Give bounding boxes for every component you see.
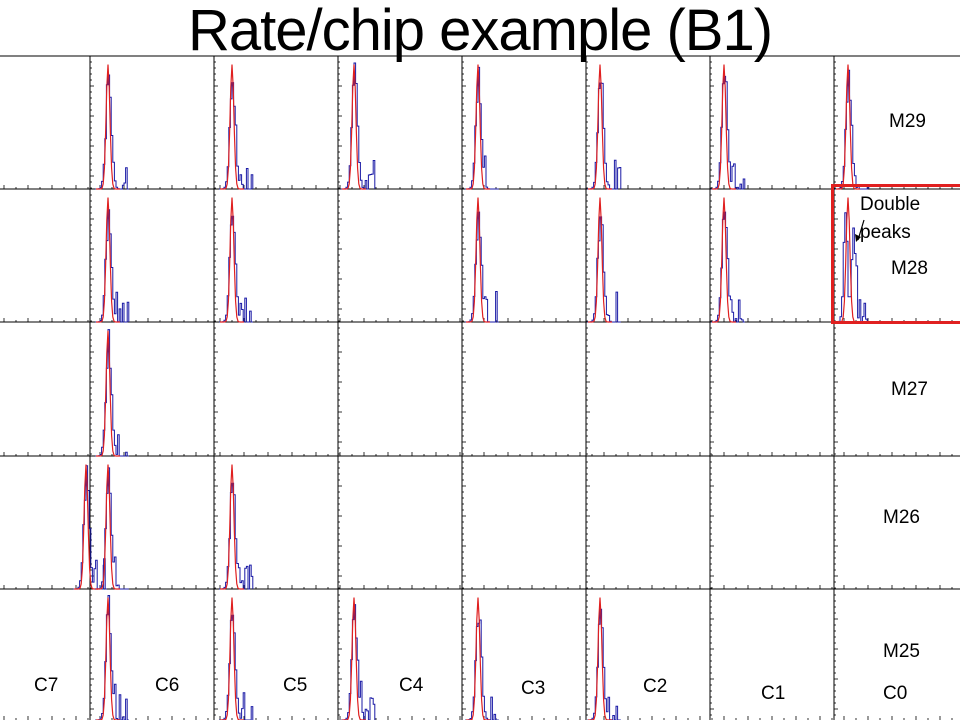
col-label-c1: C1 — [761, 683, 786, 704]
col-label-c6: C6 — [155, 675, 180, 696]
row-label-m26: M26 — [883, 507, 920, 528]
histogram-m29-c5 — [219, 82, 254, 190]
histogram-m28-c5 — [219, 215, 253, 323]
histogram-m28-c2 — [587, 216, 621, 323]
histogram-m29-c1 — [711, 75, 746, 190]
fit-curve-m26-c6 — [96, 464, 120, 590]
histogram-m25-c2 — [587, 608, 621, 720]
histogram-m25-c3 — [465, 619, 499, 720]
fit-curve-m28-c1 — [712, 197, 736, 323]
fit-curve-m26-c5 — [220, 464, 244, 590]
histogram-m25-c6 — [95, 595, 129, 720]
fit-curve-m25-c3 — [466, 597, 490, 720]
col-label-c0: C0 — [883, 683, 908, 704]
histogram-m29-c2 — [587, 82, 622, 190]
col-label-c5: C5 — [283, 675, 308, 696]
fit-curve-m28-c2 — [588, 197, 612, 323]
histogram-m25-c5 — [219, 614, 254, 720]
histogram-m29-c4 — [341, 62, 376, 190]
annotation-double: Double — [860, 194, 921, 215]
histogram-m28-c3 — [465, 211, 499, 323]
fit-curve-m29-c3 — [466, 64, 490, 190]
col-label-c4: C4 — [399, 675, 424, 696]
fit-curve-m29-c0 — [836, 64, 860, 190]
fit-curve-m28-c3 — [466, 197, 490, 323]
row-label-m25: M25 — [883, 641, 920, 662]
histogram-m28-c6 — [95, 209, 130, 323]
highlight-box — [831, 184, 960, 324]
histogram-m28-c0 — [835, 212, 869, 323]
fit-curve-m26-c7 — [74, 464, 98, 590]
fit-curve-m29-c5 — [220, 64, 244, 190]
fit-curve-m28-c6 — [96, 197, 120, 323]
col-label-c2: C2 — [643, 676, 668, 697]
row-label-m28: M28 — [891, 258, 928, 279]
annotation-peaks: peaks — [860, 222, 911, 243]
histogram-m28-c1 — [711, 211, 745, 323]
histogram-m29-c6 — [95, 74, 129, 190]
annotation-arrow-head — [855, 234, 861, 242]
fit-curve-m29-c2 — [588, 64, 612, 190]
fit-curve-m29-c4 — [342, 64, 366, 190]
row-label-m27: M27 — [891, 379, 928, 400]
fit-curve-m29-c6 — [96, 64, 120, 190]
fit-curve-m29-c1 — [712, 64, 736, 190]
col-label-c3: C3 — [521, 678, 546, 699]
fit-curve-m28-c5 — [220, 197, 244, 323]
histogram-m26-c5 — [219, 482, 254, 590]
row-label-m29: M29 — [889, 111, 926, 132]
slide-title: Rate/chip example (B1) — [187, 0, 773, 63]
fit-curve-m27-c6 — [96, 330, 120, 457]
histogram-m27-c6 — [95, 329, 129, 457]
histogram-m25-c4 — [341, 604, 376, 720]
col-label-c7: C7 — [34, 675, 59, 696]
histogram-m29-c0 — [835, 69, 870, 190]
